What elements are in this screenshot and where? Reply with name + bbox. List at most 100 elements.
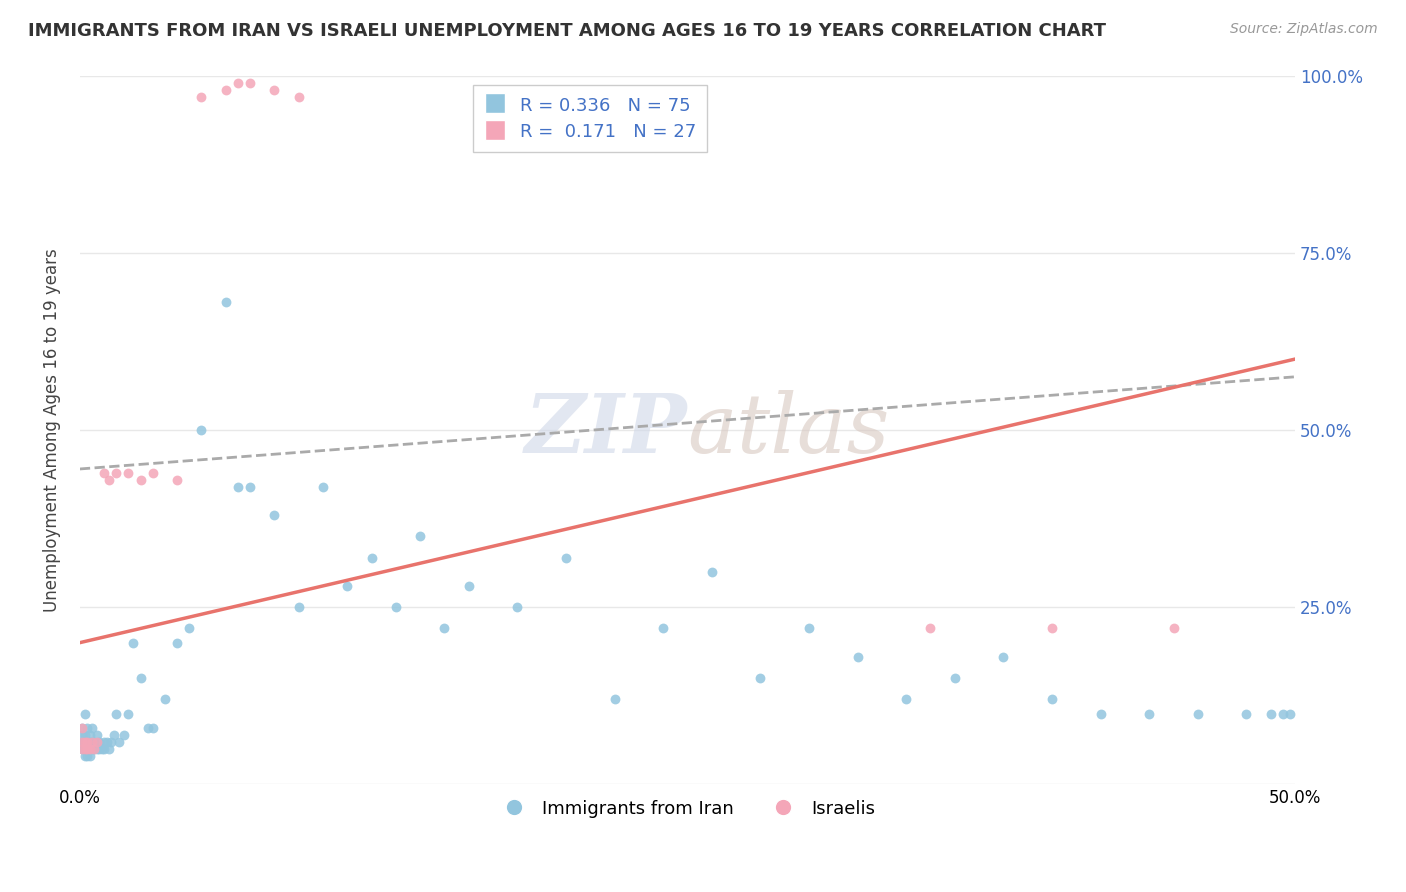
Point	[1137, 706, 1160, 721]
Point	[100, 735, 122, 749]
Point	[239, 480, 262, 494]
Point	[1260, 706, 1282, 721]
Point	[90, 742, 112, 756]
Point	[239, 76, 262, 90]
Point	[312, 480, 335, 494]
Point	[76, 742, 98, 756]
Point	[129, 473, 152, 487]
Point	[79, 749, 101, 764]
Point	[117, 706, 139, 721]
Point	[93, 466, 115, 480]
Point	[83, 735, 105, 749]
Point	[72, 721, 94, 735]
Point	[385, 600, 408, 615]
Point	[457, 579, 479, 593]
Point	[129, 671, 152, 685]
Point	[700, 565, 723, 579]
Text: Source: ZipAtlas.com: Source: ZipAtlas.com	[1230, 22, 1378, 37]
Point	[73, 742, 96, 756]
Point	[76, 735, 98, 749]
Point	[749, 671, 772, 685]
Point	[652, 622, 675, 636]
Point	[76, 742, 98, 756]
Point	[89, 735, 111, 749]
Point	[80, 742, 103, 756]
Point	[79, 735, 101, 749]
Point	[72, 742, 94, 756]
Point	[1163, 622, 1185, 636]
Point	[943, 671, 966, 685]
Point	[96, 735, 118, 749]
Point	[83, 742, 105, 756]
Text: atlas: atlas	[688, 390, 890, 470]
Point	[79, 728, 101, 742]
Point	[72, 735, 94, 749]
Point	[360, 550, 382, 565]
Text: IMMIGRANTS FROM IRAN VS ISRAELI UNEMPLOYMENT AMONG AGES 16 TO 19 YEARS CORRELATI: IMMIGRANTS FROM IRAN VS ISRAELI UNEMPLOY…	[28, 22, 1107, 40]
Point	[1040, 692, 1063, 706]
Point	[107, 735, 129, 749]
Point	[98, 473, 121, 487]
Point	[263, 508, 285, 522]
Point	[287, 90, 309, 104]
Point	[105, 466, 128, 480]
Point	[73, 749, 96, 764]
Point	[72, 728, 94, 742]
Point	[142, 466, 165, 480]
Point	[72, 735, 94, 749]
Point	[122, 635, 145, 649]
Point	[98, 742, 121, 756]
Point	[896, 692, 918, 706]
Point	[105, 706, 128, 721]
Point	[136, 721, 159, 735]
Point	[83, 742, 105, 756]
Point	[103, 728, 125, 742]
Point	[409, 529, 432, 543]
Point	[190, 423, 212, 437]
Point	[1234, 706, 1257, 721]
Point	[226, 76, 249, 90]
Point	[89, 742, 111, 756]
Point	[920, 622, 942, 636]
Point	[433, 622, 456, 636]
Point	[93, 742, 115, 756]
Point	[1040, 622, 1063, 636]
Point	[80, 721, 103, 735]
Point	[190, 90, 212, 104]
Point	[336, 579, 359, 593]
Point	[117, 466, 139, 480]
Point	[73, 735, 96, 749]
Point	[86, 735, 108, 749]
Point	[555, 550, 578, 565]
Point	[215, 295, 238, 310]
Point	[80, 735, 103, 749]
Point	[112, 728, 135, 742]
Point	[86, 742, 108, 756]
Point	[73, 735, 96, 749]
Point	[72, 742, 94, 756]
Point	[1279, 706, 1302, 721]
Point	[73, 742, 96, 756]
Point	[142, 721, 165, 735]
Point	[93, 735, 115, 749]
Point	[73, 706, 96, 721]
Point	[993, 649, 1015, 664]
Point	[72, 721, 94, 735]
Point	[76, 749, 98, 764]
Point	[287, 600, 309, 615]
Point	[166, 473, 188, 487]
Point	[166, 635, 188, 649]
Point	[1090, 706, 1112, 721]
Point	[1271, 706, 1294, 721]
Point	[1187, 706, 1209, 721]
Point	[76, 721, 98, 735]
Point	[506, 600, 529, 615]
Point	[153, 692, 176, 706]
Point	[76, 735, 98, 749]
Point	[797, 622, 820, 636]
Y-axis label: Unemployment Among Ages 16 to 19 years: Unemployment Among Ages 16 to 19 years	[44, 248, 60, 612]
Point	[179, 622, 201, 636]
Point	[603, 692, 626, 706]
Point	[86, 728, 108, 742]
Point	[73, 728, 96, 742]
